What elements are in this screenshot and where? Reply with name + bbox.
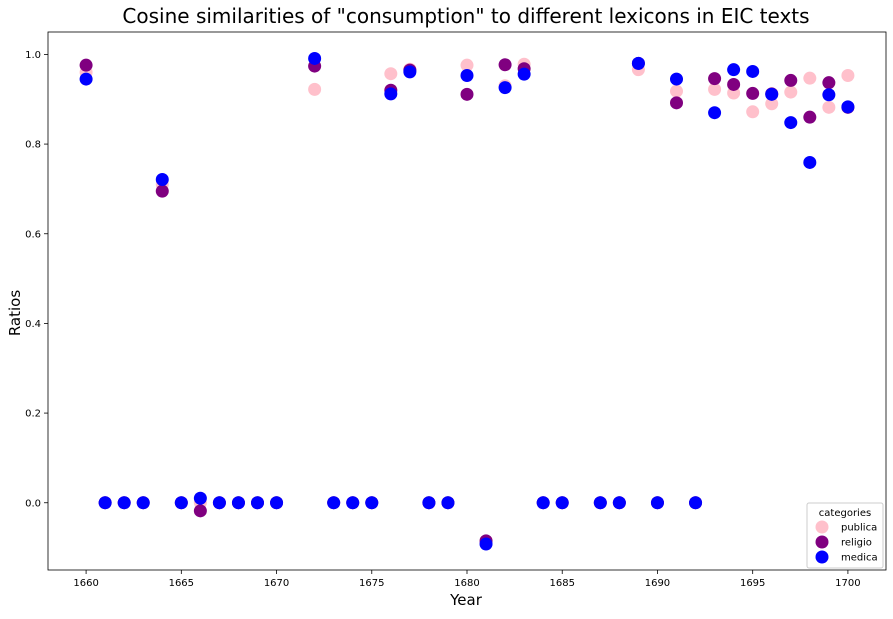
legend: categories publica religio medica xyxy=(806,502,884,569)
legend-marker-publica xyxy=(815,520,829,534)
x-tick-label: 1680 xyxy=(454,578,479,589)
legend-label-medica: medica xyxy=(841,553,878,564)
data-point-medica xyxy=(117,496,131,510)
data-point-medica xyxy=(746,64,760,78)
data-point-religio xyxy=(727,77,741,91)
data-point-medica xyxy=(631,56,645,70)
plot-frame xyxy=(47,31,887,571)
legend-label-religio: religio xyxy=(841,538,872,549)
legend-box xyxy=(806,502,884,569)
data-point-medica xyxy=(708,106,722,120)
x-axis-title: Year xyxy=(449,591,483,609)
x-tick-label: 1700 xyxy=(835,578,860,589)
data-point-medica xyxy=(460,68,474,82)
data-point-medica xyxy=(441,496,455,510)
data-point-publica xyxy=(746,105,760,119)
x-tick-label: 1670 xyxy=(264,578,289,589)
data-point-publica xyxy=(384,67,398,81)
data-point-medica xyxy=(403,65,417,79)
data-point-medica xyxy=(612,496,626,510)
series-medica xyxy=(79,51,855,551)
data-point-publica xyxy=(822,100,836,114)
x-tick-label: 1695 xyxy=(740,578,765,589)
y-tick-label: 0.2 xyxy=(25,409,41,420)
legend-marker-religio xyxy=(815,535,829,549)
plot-area: 1660 1665 1670 1675 1680 1685 1690 1695 1700 0.0 0… xyxy=(25,31,887,589)
data-point-medica xyxy=(193,491,207,505)
data-point-medica xyxy=(212,496,226,510)
data-point-medica xyxy=(98,496,112,510)
data-point-medica xyxy=(346,496,360,510)
data-point-publica xyxy=(765,97,779,111)
data-point-medica xyxy=(365,496,379,510)
data-point-medica xyxy=(498,81,512,95)
series-religio xyxy=(79,56,855,548)
data-point-medica xyxy=(308,51,322,65)
data-point-medica xyxy=(822,88,836,102)
data-point-publica xyxy=(308,82,322,96)
data-point-medica xyxy=(231,496,245,510)
data-point-publica xyxy=(841,68,855,82)
data-point-medica xyxy=(327,496,341,510)
data-point-publica xyxy=(784,85,798,99)
data-point-medica xyxy=(555,496,569,510)
legend-label-publica: publica xyxy=(841,523,877,534)
y-tick-label: 1.0 xyxy=(25,50,41,61)
data-point-publica xyxy=(803,71,817,85)
data-point-medica xyxy=(803,155,817,169)
data-point-religio xyxy=(155,184,169,198)
x-tick-label: 1675 xyxy=(359,578,384,589)
legend-marker-medica xyxy=(815,550,829,564)
data-point-religio xyxy=(746,86,760,100)
data-point-medica xyxy=(841,100,855,114)
data-point-medica xyxy=(384,87,398,101)
x-tick-label: 1660 xyxy=(73,578,98,589)
legend-title: categories xyxy=(819,508,871,519)
data-point-medica xyxy=(727,63,741,77)
data-point-religio xyxy=(803,110,817,124)
data-point-medica xyxy=(650,496,664,510)
chart-title: Cosine similarities of "consumption" to … xyxy=(122,4,809,28)
data-point-medica xyxy=(79,72,93,86)
y-tick-label: 0.0 xyxy=(25,498,41,509)
data-point-medica xyxy=(479,537,493,551)
data-point-religio xyxy=(708,72,722,86)
data-point-religio xyxy=(498,58,512,72)
data-point-religio xyxy=(193,504,207,518)
series-publica xyxy=(79,57,855,550)
data-point-medica xyxy=(536,496,550,510)
data-point-medica xyxy=(136,496,150,510)
data-point-publica xyxy=(460,58,474,72)
x-tick-label: 1690 xyxy=(645,578,670,589)
data-point-medica xyxy=(174,496,188,510)
data-point-medica xyxy=(517,67,531,81)
data-point-medica xyxy=(270,496,284,510)
data-point-medica xyxy=(422,496,436,510)
y-axis-title: Ratios xyxy=(6,290,24,337)
y-tick-label: 0.8 xyxy=(25,140,41,151)
data-point-religio xyxy=(670,96,683,110)
data-point-publica xyxy=(670,84,683,98)
data-point-medica xyxy=(784,116,798,130)
data-point-medica xyxy=(251,496,264,510)
data-point-medica xyxy=(155,173,169,187)
data-point-medica xyxy=(593,496,607,510)
data-point-religio xyxy=(460,87,474,101)
y-tick-label: 0.6 xyxy=(25,229,41,240)
data-point-religio xyxy=(79,58,93,72)
y-tick-label: 0.4 xyxy=(25,319,41,330)
data-point-religio xyxy=(822,76,836,90)
data-point-publica xyxy=(708,82,722,96)
x-tick-label: 1685 xyxy=(550,578,575,589)
data-point-medica xyxy=(670,72,683,86)
data-point-medica xyxy=(765,87,779,101)
x-tick-label: 1665 xyxy=(169,578,194,589)
data-point-medica xyxy=(689,496,703,510)
data-point-religio xyxy=(784,73,798,87)
